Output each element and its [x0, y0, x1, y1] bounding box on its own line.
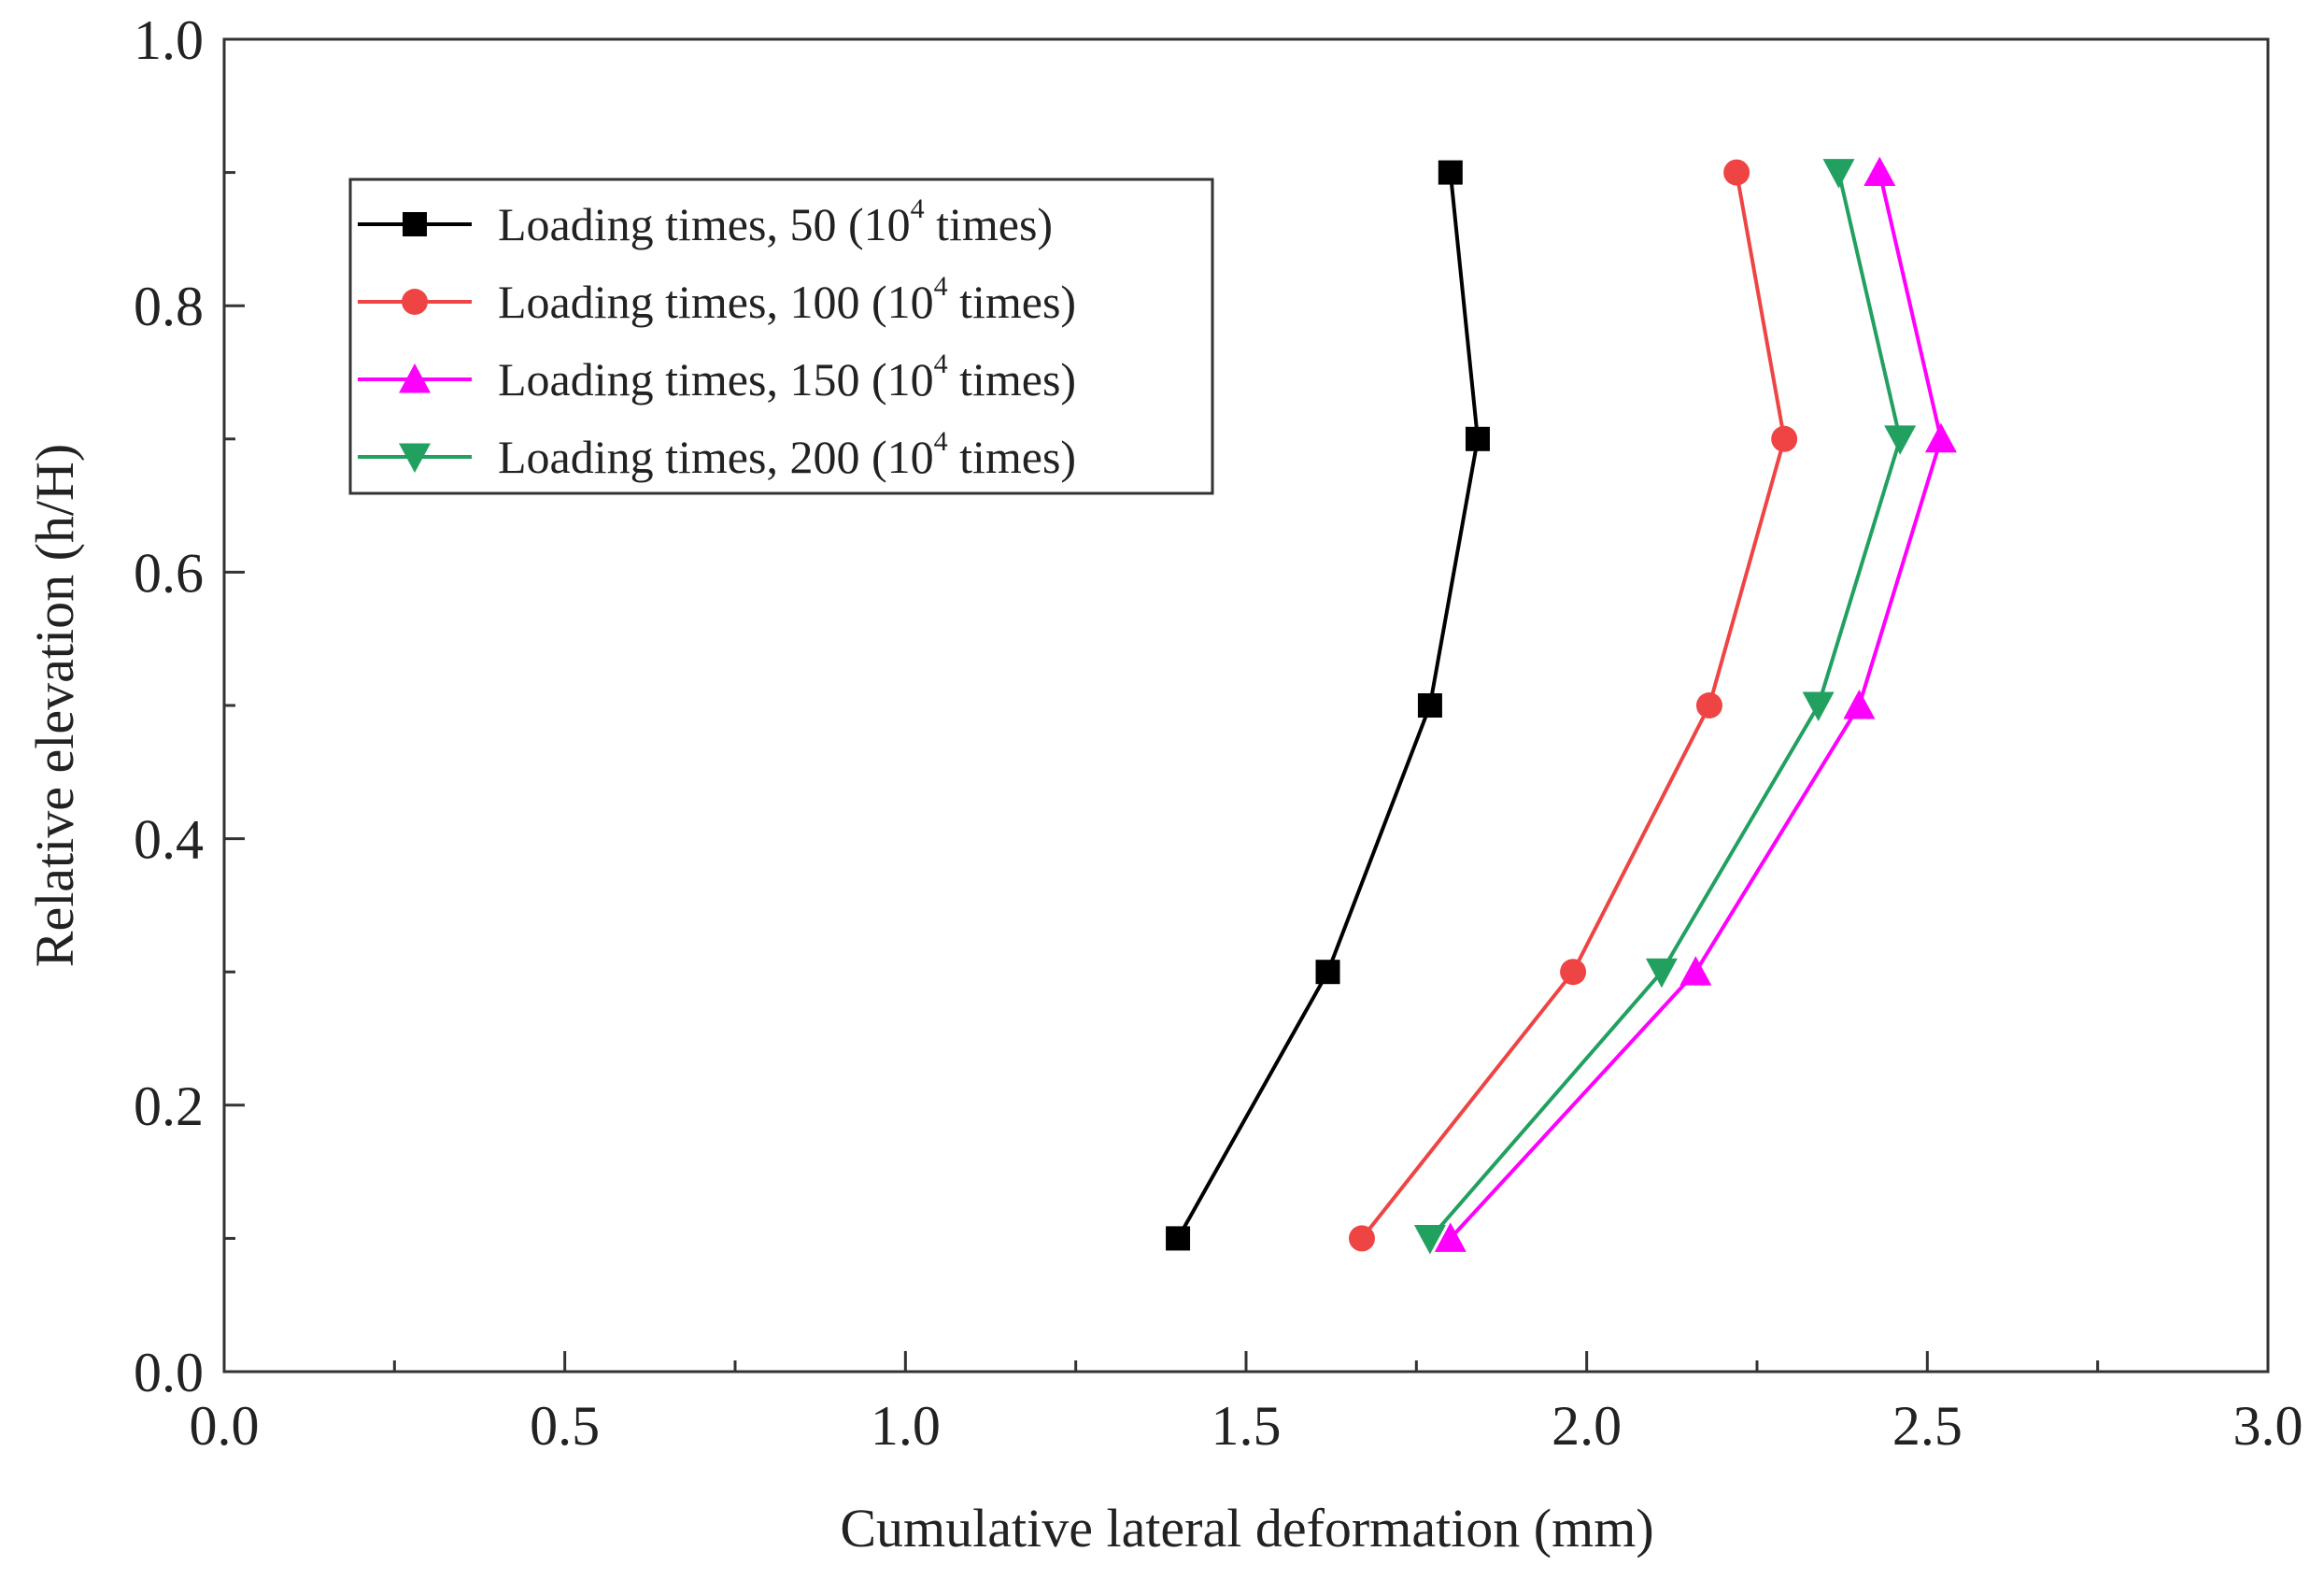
legend: Loading times, 50 (104 times) Loading tim…	[348, 178, 1214, 495]
legend-entry: Loading times, 150 (104 times)	[358, 349, 1076, 406]
legend-label: Loading times, 200 (104 times)	[498, 426, 1076, 483]
x-axis-title: Cumulative lateral deformation (mm)	[840, 1498, 1653, 1559]
y-tick-label: 0.8	[134, 276, 204, 337]
data-point	[1802, 691, 1835, 721]
data-point	[1348, 1225, 1375, 1252]
series-1	[1166, 160, 1490, 1251]
x-tick-label: 0.0	[190, 1395, 260, 1457]
series-layer	[1166, 156, 1957, 1255]
data-point	[1315, 960, 1340, 985]
y-axis: 0.0 0.2 0.4 0.6 0.8 1.0	[134, 9, 245, 1403]
x-tick-label: 0.5	[530, 1395, 600, 1457]
y-tick-label: 1.0	[134, 9, 204, 71]
data-point	[1924, 422, 1957, 453]
data-point	[1884, 425, 1917, 455]
series-4	[1413, 159, 1917, 1255]
x-axis: 0.0 0.5 1.0 1.5 2.0 2.5 3.0	[190, 1351, 2303, 1457]
data-point	[1843, 690, 1876, 719]
y-tick-label: 0.6	[134, 542, 204, 604]
data-point	[1695, 692, 1722, 719]
legend-label: Loading times, 100 (104 times)	[498, 271, 1076, 328]
series-2	[1348, 159, 1798, 1252]
legend-marker	[399, 363, 431, 393]
data-point	[1771, 425, 1798, 452]
data-point	[1413, 1224, 1446, 1255]
legend-marker	[399, 443, 431, 473]
legend-entry: Loading times, 200 (104 times)	[358, 426, 1076, 483]
legend-label: Loading times, 150 (104 times)	[498, 349, 1076, 406]
y-tick-label: 0.0	[134, 1342, 204, 1403]
data-point	[1679, 956, 1712, 986]
legend-marker	[402, 289, 428, 315]
y-tick-label: 0.4	[134, 809, 204, 871]
legend-marker	[403, 212, 427, 236]
x-tick-label: 2.0	[1552, 1395, 1622, 1457]
data-point	[1560, 959, 1587, 986]
y-axis-title: Relative elevation (h/H)	[24, 444, 85, 967]
series-line	[1428, 172, 1903, 1240]
x-tick-label: 2.5	[1892, 1395, 1963, 1457]
data-point	[1645, 958, 1678, 989]
x-tick-label: 3.0	[2233, 1395, 2303, 1457]
y-tick-label: 0.2	[134, 1075, 204, 1137]
data-point	[1723, 159, 1750, 186]
data-point	[1438, 160, 1463, 185]
legend-label: Loading times, 50 (104 times)	[498, 193, 1053, 250]
data-point	[1417, 693, 1442, 718]
series-3	[1434, 156, 1957, 1252]
x-tick-label: 1.0	[871, 1395, 941, 1457]
data-point	[1434, 1222, 1467, 1252]
data-point	[1465, 426, 1490, 451]
legend-box	[348, 178, 1214, 495]
x-tick-label: 1.5	[1212, 1395, 1282, 1457]
legend-entry: Loading times, 50 (104 times)	[358, 193, 1053, 250]
legend-entry: Loading times, 100 (104 times)	[358, 271, 1076, 328]
data-point	[1166, 1226, 1191, 1251]
data-point	[1822, 159, 1855, 189]
data-point	[1863, 156, 1896, 187]
